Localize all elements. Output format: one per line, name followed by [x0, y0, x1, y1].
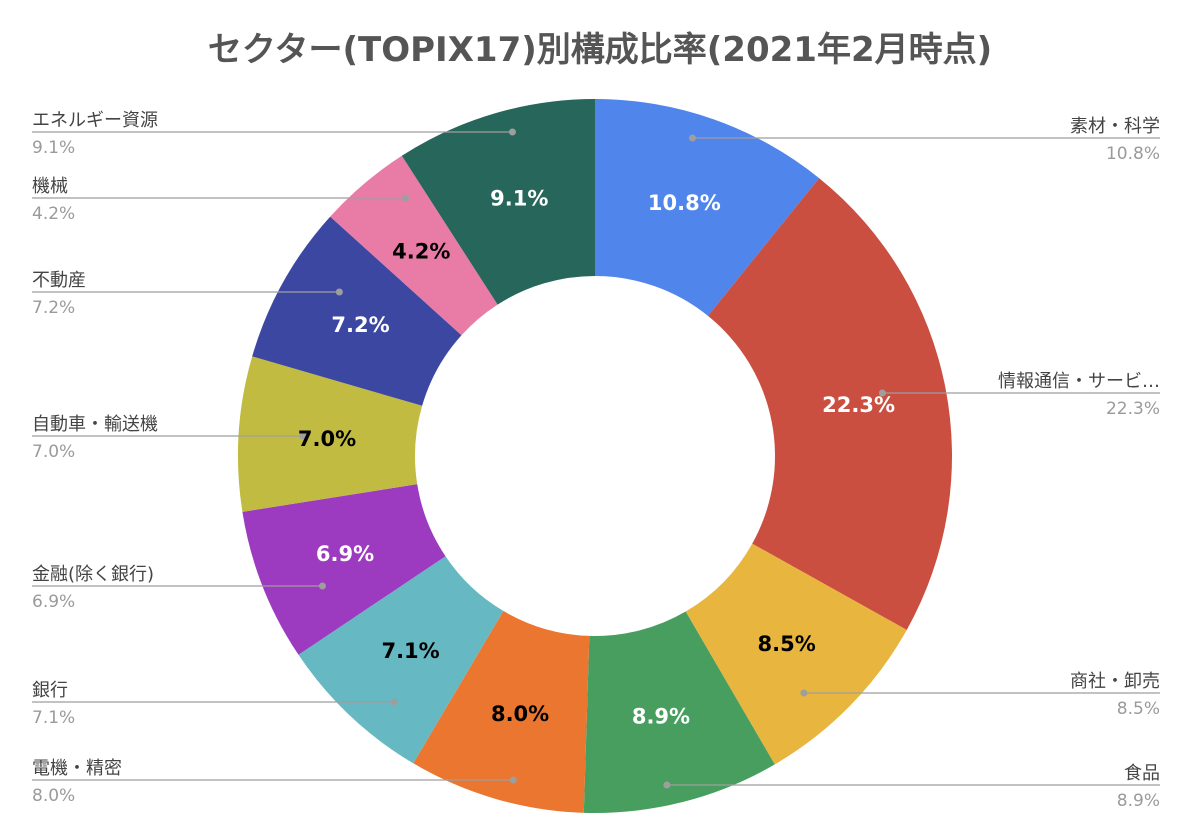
- slices-group: [238, 99, 953, 813]
- legend-name-6: 金融(除く銀行): [32, 564, 154, 585]
- slice-value-label-3: 8.9%: [632, 704, 690, 728]
- slice-5: [298, 556, 504, 764]
- legend-pct-3: 8.9%: [1117, 791, 1160, 811]
- slice-3: [583, 611, 775, 813]
- slice-1: [707, 178, 953, 630]
- slice-value-label-1: 22.3%: [822, 393, 895, 417]
- slice-0: [595, 99, 820, 316]
- legend-name-8: 不動産: [32, 270, 86, 291]
- legend-name-9: 機械: [32, 176, 68, 197]
- legend-name-1: 情報通信・サービ…: [998, 371, 1160, 392]
- slice-value-label-9: 4.2%: [392, 239, 450, 263]
- labels-group: 10.8% 素材・科学 10.8% 22.3% 情報通信・サービ… 22.3% 8.5% 商社…: [32, 110, 1160, 811]
- legend-name-7: 自動車・輸送機: [32, 414, 158, 435]
- slice-value-label-10: 9.1%: [490, 186, 548, 210]
- legend-name-3: 食品: [1124, 763, 1160, 784]
- legend-pct-6: 6.9%: [32, 592, 75, 612]
- slice-value-label-8: 7.2%: [331, 313, 389, 337]
- slice-value-label-5: 7.1%: [381, 639, 439, 663]
- legend-pct-0: 10.8%: [1106, 144, 1160, 164]
- slice-10: [401, 99, 595, 305]
- slice-value-label-0: 10.8%: [648, 191, 721, 215]
- legend-pct-8: 7.2%: [32, 298, 75, 318]
- legend-name-5: 銀行: [32, 680, 68, 701]
- slice-value-label-4: 8.0%: [491, 702, 549, 726]
- slice-value-label-6: 6.9%: [316, 542, 374, 566]
- legend-pct-10: 9.1%: [32, 138, 75, 158]
- legend-pct-4: 8.0%: [32, 786, 75, 806]
- slice-7: [238, 356, 423, 512]
- legend-pct-7: 7.0%: [32, 442, 75, 462]
- legend-name-0: 素材・科学: [1070, 116, 1160, 137]
- legend-name-10: エネルギー資源: [32, 110, 158, 131]
- slice-value-label-7: 7.0%: [298, 427, 356, 451]
- legend-pct-9: 4.2%: [32, 204, 75, 224]
- legend-pct-5: 7.1%: [32, 708, 75, 728]
- legend-pct-1: 22.3%: [1106, 399, 1160, 419]
- slice-2: [685, 543, 907, 765]
- legend-pct-2: 8.5%: [1117, 699, 1160, 719]
- slice-8: [252, 216, 462, 406]
- legend-leaders-group: [32, 128, 1160, 789]
- chart-title: セクター(TOPIX17)別構成比率(2021年2月時点): [207, 30, 993, 70]
- slice-6: [242, 484, 446, 655]
- slice-value-label-2: 8.5%: [758, 632, 816, 656]
- slice-9: [330, 155, 498, 336]
- legend-name-2: 商社・卸売: [1070, 671, 1160, 692]
- slice-4: [413, 610, 590, 813]
- legend-name-4: 電機・精密: [32, 758, 122, 779]
